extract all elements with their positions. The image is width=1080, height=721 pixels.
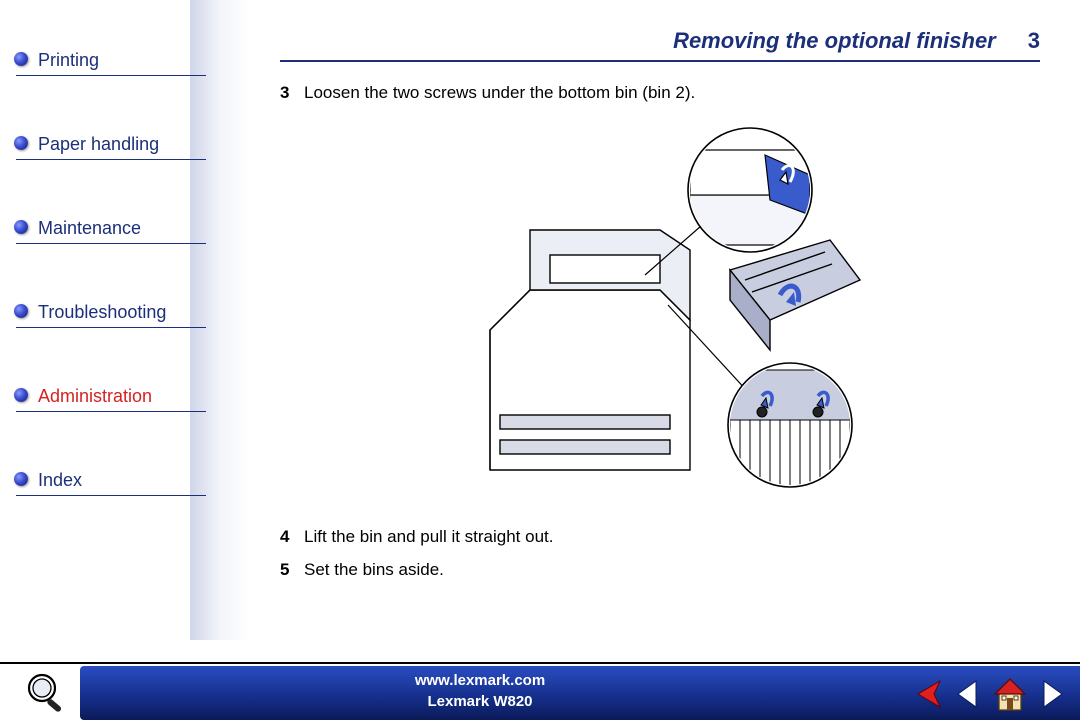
bullet-icon (14, 304, 28, 318)
footer-product: Lexmark W820 (80, 691, 880, 712)
step-text: Set the bins aside. (304, 557, 444, 583)
step-number: 4 (280, 524, 304, 550)
finisher-diagram (430, 120, 890, 500)
step-number: 3 (280, 80, 304, 106)
home-icon[interactable] (990, 674, 1030, 714)
sidebar-item-label: Paper handling (16, 134, 206, 160)
instruction-step: 3 Loosen the two screws under the bottom… (280, 80, 1040, 106)
step-number: 5 (280, 557, 304, 583)
sidebar-item-index[interactable]: Index (16, 470, 206, 496)
step-text: Loosen the two screws under the bottom b… (304, 80, 695, 106)
next-page-icon[interactable] (1040, 677, 1066, 711)
sidebar-item-printing[interactable]: Printing (16, 50, 206, 76)
back-arrow-icon[interactable] (910, 677, 944, 711)
sidebar-item-paper-handling[interactable]: Paper handling (16, 134, 206, 160)
prev-page-icon[interactable] (954, 677, 980, 711)
page-title: Removing the optional finisher (673, 28, 996, 54)
footer: www.lexmark.com Lexmark W820 (0, 662, 1080, 720)
instruction-step: 4 Lift the bin and pull it straight out. (280, 524, 1040, 550)
sidebar-item-label: Administration (16, 386, 206, 412)
sidebar-item-label: Printing (16, 50, 206, 76)
sidebar-nav: Printing Paper handling Maintenance Trou… (0, 0, 240, 640)
sidebar-item-maintenance[interactable]: Maintenance (16, 218, 206, 244)
instruction-step: 5 Set the bins aside. (280, 557, 1040, 583)
footer-text: www.lexmark.com Lexmark W820 (80, 670, 880, 712)
search-button[interactable] (24, 670, 70, 721)
main-content: 3 Loosen the two screws under the bottom… (280, 80, 1040, 640)
sidebar-item-label: Troubleshooting (16, 302, 206, 328)
page-number: 3 (1028, 28, 1040, 54)
footer-url[interactable]: www.lexmark.com (80, 670, 880, 691)
page-header: Removing the optional finisher 3 (280, 28, 1040, 62)
sidebar-item-administration[interactable]: Administration (16, 386, 206, 412)
bullet-icon (14, 136, 28, 150)
sidebar-item-label: Maintenance (16, 218, 206, 244)
step-text: Lift the bin and pull it straight out. (304, 524, 554, 550)
bullet-icon (14, 472, 28, 486)
bullet-icon (14, 220, 28, 234)
search-icon (24, 670, 70, 716)
sidebar-item-label: Index (16, 470, 206, 496)
bullet-icon (14, 52, 28, 66)
sidebar-item-troubleshooting[interactable]: Troubleshooting (16, 302, 206, 328)
bullet-icon (14, 388, 28, 402)
